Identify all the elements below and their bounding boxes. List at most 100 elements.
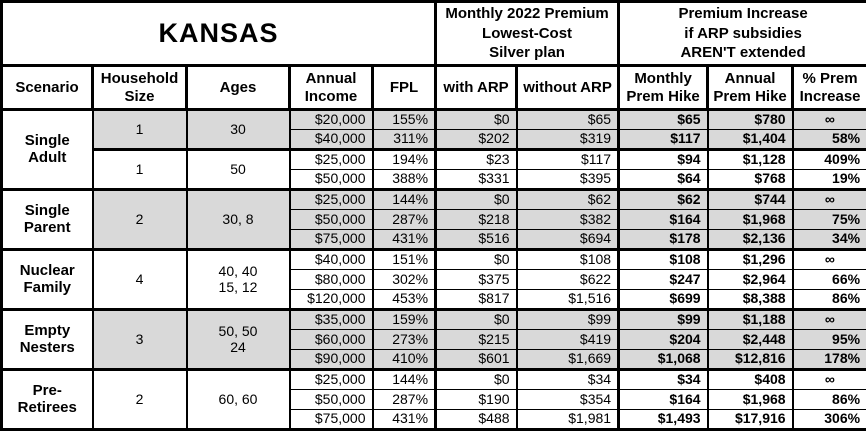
- with-arp-cell: $0: [434, 108, 518, 130]
- fpl-cell: 453%: [371, 289, 437, 310]
- without-arp-cell: $395: [515, 169, 620, 190]
- col-header-household-size: Household Size: [91, 64, 188, 111]
- col-header-fpl: FPL: [370, 64, 438, 111]
- annual-hike-cell: $1,128: [706, 148, 794, 170]
- monthly-hike-cell: $164: [617, 209, 709, 230]
- without-arp-cell: $62: [515, 188, 620, 210]
- pct-increase-cell: 178%: [791, 349, 866, 370]
- table-body: Single Adult 1 30 $20,000 155% $0 $65 $65 $780 ∞ $…: [0, 108, 866, 431]
- pct-increase-cell: 95%: [791, 329, 866, 350]
- col-header-annual-prem-hike: Annual Prem Hike: [706, 64, 795, 111]
- annual-hike-cell: $408: [706, 368, 794, 390]
- monthly-hike-cell: $1,068: [617, 349, 709, 370]
- title-row: KANSAS Monthly 2022 Premium Lowest-Cost …: [0, 0, 866, 67]
- with-arp-cell: $331: [434, 169, 518, 190]
- ages-cell: 50: [185, 148, 291, 191]
- annual-hike-cell: $8,388: [706, 289, 794, 310]
- annual-income-cell: $20,000: [288, 108, 374, 130]
- table-row: $60,000 273% $215 $419 $204 $2,448 95%: [2, 329, 866, 350]
- fpl-cell: 151%: [371, 248, 437, 270]
- monthly-hike-cell: $204: [617, 329, 709, 350]
- annual-income-cell: $25,000: [288, 368, 374, 390]
- monthly-hike-cell: $65: [617, 108, 709, 130]
- without-arp-cell: $65: [515, 108, 620, 130]
- table-row: Nuclear Family 4 40, 40 15, 12 $40,000 151% $…: [0, 248, 866, 311]
- table-row: $40,000 311% $202 $319 $117 $1,404 58%: [2, 129, 866, 150]
- pct-increase-cell: 86%: [791, 389, 866, 410]
- fpl-cell: 144%: [371, 368, 437, 390]
- with-arp-cell: $23: [434, 148, 518, 170]
- ages-cell: 50, 50 24: [185, 308, 291, 371]
- annual-hike-cell: $768: [706, 169, 794, 190]
- pct-increase-cell: 19%: [791, 169, 866, 190]
- without-arp-cell: $108: [515, 248, 620, 270]
- without-arp-cell: $622: [515, 269, 620, 290]
- pct-increase-cell: 409%: [791, 148, 866, 170]
- without-arp-cell: $319: [515, 129, 620, 150]
- state-title: KANSAS: [0, 0, 438, 67]
- scenario-cell: Single Parent: [0, 188, 94, 251]
- pct-increase-cell: ∞: [791, 108, 866, 130]
- pct-increase-cell: 86%: [791, 289, 866, 310]
- household-size-cell: 1: [91, 108, 188, 151]
- table-row: $80,000 302% $375 $622 $247 $2,964 66%: [2, 269, 866, 290]
- pct-increase-cell: ∞: [791, 248, 866, 270]
- annual-income-cell: $40,000: [288, 129, 374, 150]
- fpl-cell: 410%: [371, 349, 437, 370]
- with-arp-cell: $190: [434, 389, 518, 410]
- annual-income-cell: $25,000: [288, 188, 374, 210]
- table-row: Single Adult 1 30 $20,000 155% $0 $65 $65 $780 ∞: [0, 108, 866, 191]
- fpl-cell: 155%: [371, 108, 437, 130]
- without-arp-cell: $1,669: [515, 349, 620, 370]
- annual-income-cell: $50,000: [288, 389, 374, 410]
- annual-income-cell: $50,000: [288, 209, 374, 230]
- table-row: Pre- Retirees 2 60, 60 $25,000 144% $0 $34 $34 $…: [0, 368, 866, 431]
- annual-hike-cell: $17,916: [706, 409, 794, 430]
- without-arp-cell: $354: [515, 389, 620, 410]
- without-arp-cell: $117: [515, 148, 620, 170]
- col-header-monthly-prem-hike: Monthly Prem Hike: [617, 64, 710, 111]
- col-header-pct-prem-increase: % Prem Increase: [791, 64, 866, 111]
- ages-cell: 40, 40 15, 12: [185, 248, 291, 311]
- household-size-cell: 2: [91, 188, 188, 251]
- annual-hike-cell: $2,964: [706, 269, 794, 290]
- pct-increase-cell: 58%: [791, 129, 866, 150]
- with-arp-cell: $516: [434, 229, 518, 250]
- household-size-cell: 3: [91, 308, 188, 371]
- col-header-annual-income: Annual Income: [288, 64, 374, 111]
- col-header-ages: Ages: [185, 64, 291, 111]
- annual-hike-cell: $1,188: [706, 308, 794, 330]
- monthly-hike-cell: $247: [617, 269, 709, 290]
- with-arp-cell: $488: [434, 409, 518, 430]
- with-arp-cell: $0: [434, 248, 518, 270]
- scenario-cell: Pre- Retirees: [0, 368, 94, 431]
- table-row: $75,000 431% $516 $694 $178 $2,136 34%: [2, 229, 866, 250]
- pct-increase-cell: ∞: [791, 368, 866, 390]
- col-header-with-arp: with ARP: [434, 64, 519, 111]
- with-arp-cell: $0: [434, 308, 518, 330]
- monthly-hike-cell: $699: [617, 289, 709, 310]
- with-arp-cell: $0: [434, 368, 518, 390]
- annual-hike-cell: $744: [706, 188, 794, 210]
- fpl-cell: 159%: [371, 308, 437, 330]
- with-arp-cell: $817: [434, 289, 518, 310]
- table-row: $75,000 431% $488 $1,981 $1,493 $17,916 306%: [2, 409, 866, 430]
- table-row: $50,000 287% $218 $382 $164 $1,968 75%: [2, 209, 866, 230]
- monthly-hike-cell: $164: [617, 389, 709, 410]
- annual-income-cell: $80,000: [288, 269, 374, 290]
- fpl-cell: 431%: [371, 229, 437, 250]
- with-arp-cell: $218: [434, 209, 518, 230]
- annual-income-cell: $40,000: [288, 248, 374, 270]
- without-arp-cell: $1,516: [515, 289, 620, 310]
- pct-increase-cell: 75%: [791, 209, 866, 230]
- annual-hike-cell: $1,296: [706, 248, 794, 270]
- monthly-hike-cell: $64: [617, 169, 709, 190]
- fpl-cell: 144%: [371, 188, 437, 210]
- household-size-cell: 2: [91, 368, 188, 431]
- increase-section-header: Premium Increase if ARP subsidies AREN'T…: [617, 0, 866, 67]
- with-arp-cell: $0: [434, 188, 518, 210]
- ages-cell: 30: [185, 108, 291, 151]
- table-row: $50,000 287% $190 $354 $164 $1,968 86%: [2, 389, 866, 410]
- annual-income-cell: $75,000: [288, 229, 374, 250]
